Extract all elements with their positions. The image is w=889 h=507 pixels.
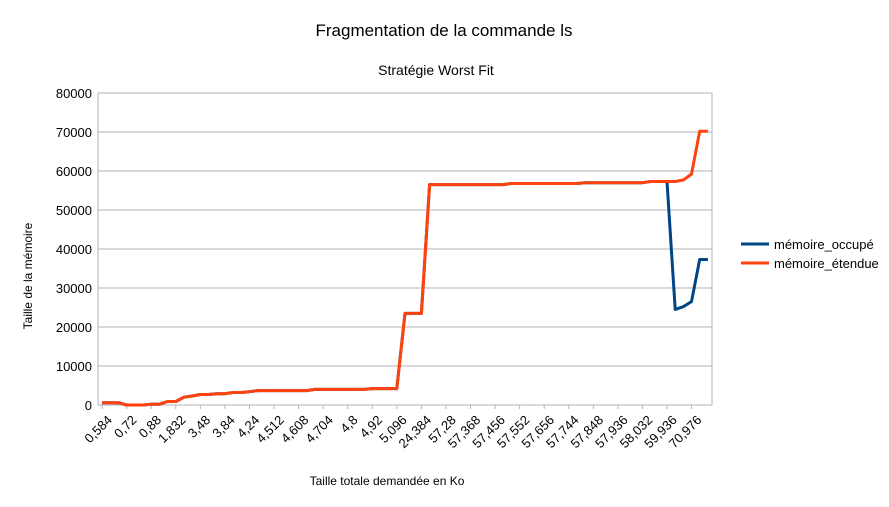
x-tick-label: 0,72 xyxy=(111,412,140,441)
chart-subtitle: Stratégie Worst Fit xyxy=(378,62,494,78)
x-tick-label: 4,8 xyxy=(337,412,360,435)
gridlines xyxy=(98,92,712,406)
x-axis-ticks: 0,5840,720,881,8323,483,844,244,5124,608… xyxy=(81,405,704,451)
x-tick-label: 3,48 xyxy=(185,412,214,441)
y-axis-title: Taille de la mémoire xyxy=(21,222,35,329)
legend: mémoire_occupé mémoire_étendue xyxy=(741,237,879,271)
y-tick-label: 40000 xyxy=(56,242,92,257)
y-tick-label: 30000 xyxy=(56,281,92,296)
y-tick-label: 10000 xyxy=(56,359,92,374)
legend-label-memoire-etendue: mémoire_étendue xyxy=(774,256,879,271)
axes xyxy=(97,93,713,406)
x-tick-label: 1,832 xyxy=(155,412,189,446)
y-tick-label: 80000 xyxy=(56,86,92,101)
x-tick-label: 4,608 xyxy=(278,412,312,446)
x-tick-label: 4,512 xyxy=(253,412,287,446)
y-tick-label: 60000 xyxy=(56,164,92,179)
x-tick-label: 3,84 xyxy=(209,412,238,441)
y-tick-label: 0 xyxy=(85,398,92,413)
series-line-memoire-occupe xyxy=(102,180,708,407)
y-tick-label: 70000 xyxy=(56,125,92,140)
y-axis-ticks: 0 10000 20000 30000 40000 50000 60000 70000 8000… xyxy=(56,86,92,413)
x-axis-title: Taille totale demandée en Ko xyxy=(310,474,465,488)
legend-label-memoire-occupe: mémoire_occupé xyxy=(774,237,874,252)
series-lines xyxy=(102,129,708,407)
y-tick-label: 20000 xyxy=(56,320,92,335)
y-tick-label: 50000 xyxy=(56,203,92,218)
chart-title: Fragmentation de la commande ls xyxy=(315,21,572,40)
x-tick-label: 4,704 xyxy=(302,412,336,446)
series-line-memoire-etendue xyxy=(102,129,708,407)
x-tick-label: 0,584 xyxy=(81,412,115,446)
